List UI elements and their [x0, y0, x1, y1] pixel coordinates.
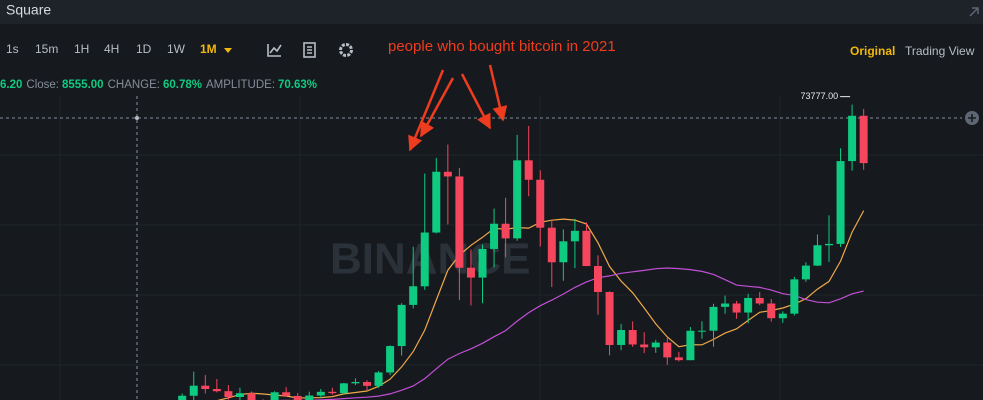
- candle-body: [651, 342, 660, 348]
- candle-body: [374, 372, 383, 386]
- candle-body: [801, 265, 810, 280]
- settings-icon[interactable]: [339, 43, 353, 57]
- candle-body: [501, 223, 510, 239]
- expand-icon[interactable]: [969, 7, 979, 17]
- candle-body: [790, 279, 799, 314]
- candle-body: [697, 330, 706, 332]
- candle-body: [594, 266, 602, 293]
- candle-body: [455, 176, 464, 268]
- candle-body: [559, 241, 568, 263]
- candle-body: [282, 392, 291, 396]
- candle-body: [836, 161, 845, 244]
- candle-body: [178, 395, 187, 400]
- candle-body: [582, 230, 591, 267]
- candle-body: [363, 381, 371, 386]
- candle-body: [663, 342, 672, 358]
- candle-body: [397, 304, 406, 347]
- candle-body: [628, 330, 637, 345]
- candle-body: [709, 306, 718, 331]
- interval-tab[interactable]: 4H: [104, 42, 119, 56]
- toolbar: 1s 15m 1H 4H 1D 1W 1M Original Trading View: [6, 42, 975, 58]
- ma-long: [274, 267, 864, 400]
- candle-body: [570, 230, 579, 242]
- info-change-label: CHANGE:: [108, 79, 160, 91]
- info-close-label: Close:: [26, 79, 59, 91]
- window-title: Square: [6, 2, 51, 18]
- high-label: 73777.00: [801, 91, 839, 101]
- annotation: people who bought bitcoin in 2021: [388, 38, 616, 55]
- interval-tab[interactable]: 1M: [200, 42, 217, 56]
- view-tab[interactable]: Original: [850, 44, 895, 58]
- candle-body: [432, 171, 441, 233]
- interval-tab[interactable]: 1H: [74, 42, 89, 56]
- annotation-arrows: [408, 64, 508, 152]
- candle-body: [235, 393, 244, 397]
- candle-body: [859, 115, 868, 164]
- layout-icon[interactable]: [303, 42, 316, 58]
- ma-short: [217, 210, 865, 400]
- interval-tab[interactable]: 1W: [167, 42, 186, 56]
- info-change: 60.78%: [163, 79, 202, 91]
- candle-body: [212, 389, 221, 392]
- arrow: [460, 73, 492, 130]
- info-row: 6.20 Close: 8555.00 CHANGE: 60.78% AMPLITUDE:…: [0, 79, 317, 91]
- candle-body: [316, 391, 325, 396]
- add-button-icon: [968, 114, 976, 122]
- layout-icon-lines: [307, 46, 312, 54]
- candle-body: [744, 297, 753, 313]
- candle-body: [617, 330, 626, 345]
- candle-body: [328, 391, 337, 394]
- candle-body: [721, 303, 730, 307]
- candle-body: [674, 357, 683, 361]
- info-open-tail: 6.20: [0, 79, 22, 91]
- interval-tab[interactable]: 1D: [136, 42, 152, 56]
- info-amplitude: 70.63%: [278, 79, 317, 91]
- candle-body: [605, 292, 614, 345]
- view-tab[interactable]: Trading View: [905, 44, 975, 58]
- candle-body: [778, 313, 787, 319]
- candle-body: [339, 383, 348, 394]
- candle-body: [825, 243, 833, 246]
- candle-body: [767, 303, 776, 319]
- candle-body: [201, 385, 210, 389]
- candle-body: [247, 393, 256, 400]
- candle-body: [755, 297, 764, 304]
- candle-body: [490, 223, 499, 249]
- candle-body: [409, 286, 418, 305]
- candle-body: [270, 392, 279, 400]
- interval-tab[interactable]: 15m: [35, 42, 58, 56]
- candle-body: [189, 385, 198, 396]
- candle-body: [524, 160, 533, 180]
- candle-body: [813, 245, 822, 266]
- arrow: [419, 77, 455, 138]
- candle-body: [478, 248, 487, 278]
- watermark: BINANCE: [330, 235, 530, 284]
- candle-body: [536, 179, 545, 228]
- interval-dropdown[interactable]: [224, 48, 232, 53]
- candle-body: [513, 160, 522, 239]
- candle-body: [466, 267, 475, 278]
- interval-tab[interactable]: 1s: [6, 42, 19, 56]
- info-close: 8555.00: [62, 79, 104, 91]
- candle-body: [386, 346, 395, 373]
- candle-body: [640, 344, 649, 348]
- candle-body: [420, 232, 429, 287]
- candle-body: [443, 171, 452, 177]
- arrow: [488, 64, 508, 122]
- candle-body: [293, 395, 302, 400]
- crosshair-dot: [135, 116, 139, 120]
- candle-body: [686, 330, 695, 361]
- candle-body: [848, 115, 857, 162]
- candle-body: [547, 227, 556, 263]
- candle-body: [224, 391, 233, 397]
- title-bar: [0, 0, 983, 24]
- info-amplitude-label: AMPLITUDE:: [206, 79, 275, 91]
- candle-body: [732, 303, 741, 313]
- arrow: [408, 69, 445, 152]
- indicator-icon[interactable]: [267, 44, 282, 57]
- candle-body: [305, 395, 314, 400]
- candle-body: [351, 381, 360, 384]
